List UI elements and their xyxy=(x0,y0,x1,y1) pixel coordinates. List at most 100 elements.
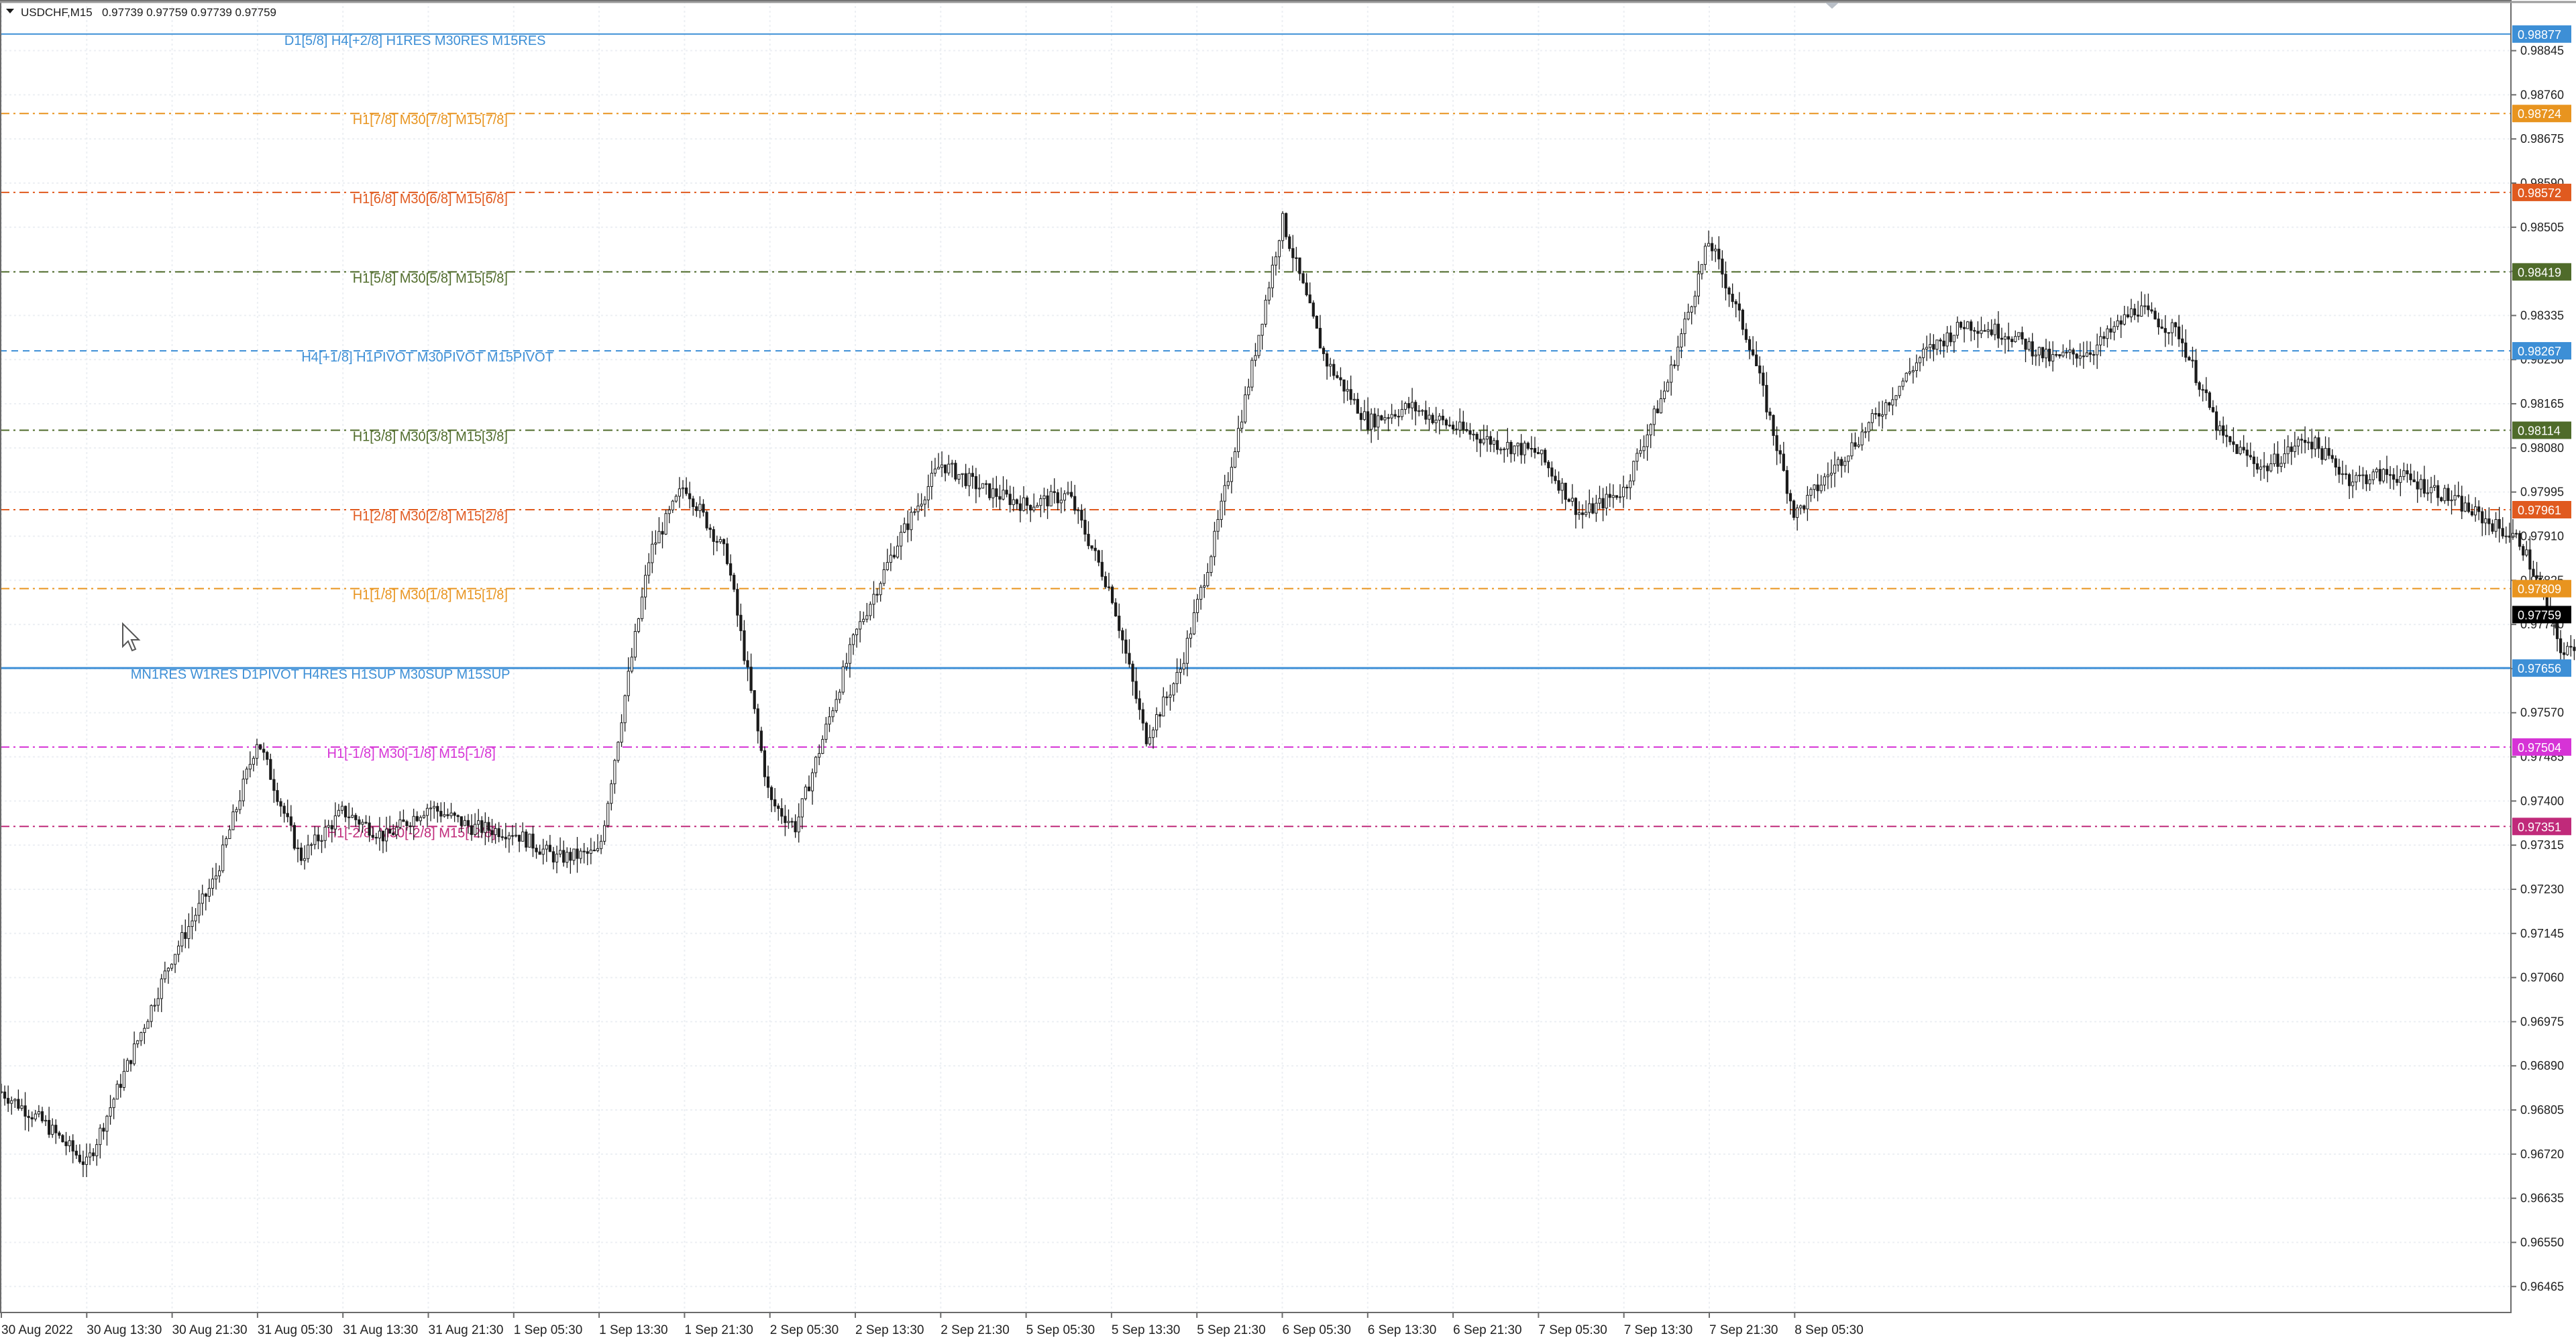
candle-body xyxy=(2255,463,2259,470)
candle-body xyxy=(1884,402,1888,415)
candle-body xyxy=(2266,465,2269,471)
candle-body xyxy=(535,848,538,852)
candle-body xyxy=(865,615,869,620)
candle-body xyxy=(2072,349,2075,355)
candle-body xyxy=(1554,476,1557,482)
x-tick-label: 31 Aug 13:30 xyxy=(343,1323,418,1337)
candle-body xyxy=(398,819,402,828)
candle-body xyxy=(2535,575,2538,579)
candle-body xyxy=(88,1152,92,1158)
candle-body xyxy=(1141,709,1144,724)
candle-body xyxy=(1250,359,1254,388)
candle-body xyxy=(2426,492,2430,494)
candle-body xyxy=(2249,455,2252,457)
candle-body xyxy=(497,828,500,838)
candle-body xyxy=(2355,475,2358,483)
candle-body xyxy=(1509,442,1513,455)
candle-body xyxy=(753,690,756,710)
candle-body xyxy=(1311,302,1315,317)
candle-body xyxy=(2229,436,2232,443)
candle-body xyxy=(566,852,569,863)
candle-body xyxy=(276,790,279,802)
candle-body xyxy=(1080,509,1083,521)
candle-body xyxy=(313,834,317,845)
candle-body xyxy=(2065,351,2068,353)
candle-body xyxy=(1891,399,1894,406)
candle-body xyxy=(1595,502,1598,514)
candle-body xyxy=(289,816,292,826)
candle-body xyxy=(678,488,682,497)
candle-body xyxy=(2034,354,2037,357)
candle-body xyxy=(705,512,708,528)
candle-body xyxy=(105,1115,109,1132)
candle-body xyxy=(1104,576,1108,588)
candle-body xyxy=(2525,549,2528,556)
candle-body xyxy=(2106,328,2109,339)
candle-body xyxy=(1247,386,1250,396)
candle-body xyxy=(163,970,166,980)
candle-body xyxy=(258,744,262,750)
candle-body xyxy=(885,562,889,570)
y-tick-label: 0.98335 xyxy=(2520,309,2564,322)
candle-body xyxy=(1414,402,1417,412)
candle-body xyxy=(1567,499,1570,502)
candle-body xyxy=(1686,312,1690,320)
candle-body xyxy=(787,821,790,824)
dropdown-triangle-icon[interactable] xyxy=(6,9,14,13)
candle-body xyxy=(841,666,845,693)
candle-body xyxy=(1506,442,1509,449)
candle-body xyxy=(1544,449,1547,463)
candle-body xyxy=(1588,503,1591,513)
candle-body xyxy=(995,488,998,497)
candle-body xyxy=(1393,414,1397,417)
candle-body xyxy=(2341,473,2345,476)
candle-body xyxy=(1434,419,1438,423)
candle-body xyxy=(37,1111,40,1115)
candle-body xyxy=(1332,364,1336,376)
candle-body xyxy=(191,920,194,927)
candle-body xyxy=(1693,295,1697,307)
candle-body xyxy=(889,555,892,563)
candle-body xyxy=(722,539,726,545)
candle-body xyxy=(610,783,613,804)
candle-body xyxy=(548,844,551,852)
candle-body xyxy=(1929,344,1932,348)
candle-body xyxy=(1162,696,1165,717)
candle-body xyxy=(1560,482,1564,491)
level-label: H1[7/8] M30[7/8] M15[7/8] xyxy=(353,113,508,127)
candle-body xyxy=(1635,453,1639,462)
candle-body xyxy=(153,1005,156,1007)
candle-body xyxy=(1670,364,1673,383)
scroll-marker-icon[interactable] xyxy=(1825,3,1839,9)
price-tag-label: 0.98724 xyxy=(2518,107,2561,121)
candle-body xyxy=(599,840,603,849)
candle-body xyxy=(930,473,933,487)
candle-body xyxy=(951,463,954,465)
candle-body xyxy=(1018,503,1022,511)
candle-body xyxy=(1980,330,1983,334)
candle-body xyxy=(2344,473,2348,476)
x-tick-label: 31 Aug 21:30 xyxy=(429,1323,504,1337)
candle-body xyxy=(2174,322,2178,327)
candle-body xyxy=(1826,474,1829,478)
candle-body xyxy=(490,830,494,836)
candle-body xyxy=(170,964,174,969)
candle-body xyxy=(2068,349,2072,353)
candle-body xyxy=(1049,491,1053,506)
candle-body xyxy=(1707,243,1711,247)
candle-body xyxy=(384,828,388,842)
candle-body xyxy=(1114,602,1118,617)
candle-body xyxy=(2232,441,2235,445)
candle-body xyxy=(1131,663,1134,682)
candle-body xyxy=(538,851,541,855)
candle-body xyxy=(17,1099,20,1109)
candle-body xyxy=(1864,431,1867,433)
candle-body xyxy=(266,752,269,760)
candle-body xyxy=(1986,329,1990,332)
candle-body xyxy=(736,589,739,616)
candle-body xyxy=(1346,389,1349,392)
candle-body xyxy=(1785,470,1789,494)
x-tick-label: 2 Sep 21:30 xyxy=(941,1323,1009,1337)
